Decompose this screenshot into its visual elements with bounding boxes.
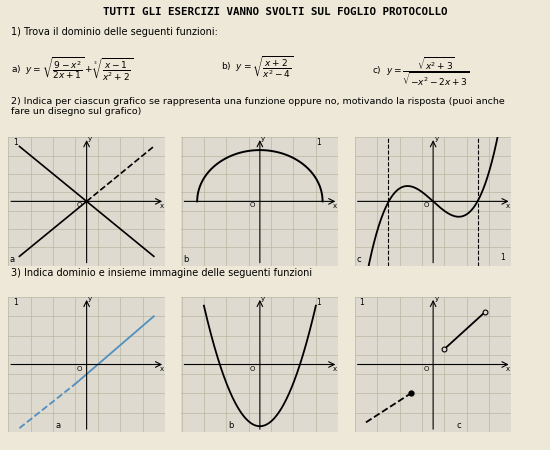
Text: x: x	[160, 203, 164, 209]
Text: O: O	[424, 202, 428, 208]
Text: x: x	[333, 203, 337, 209]
Text: y: y	[434, 136, 438, 142]
Text: TUTTI GLI ESERCIZI VANNO SVOLTI SUL FOGLIO PROTOCOLLO: TUTTI GLI ESERCIZI VANNO SVOLTI SUL FOGL…	[103, 7, 447, 17]
Text: c: c	[356, 255, 361, 264]
Text: c)  $y = \dfrac{\sqrt{x^2+3}}{\sqrt{-x^2-2x+3}}$: c) $y = \dfrac{\sqrt{x^2+3}}{\sqrt{-x^2-…	[372, 55, 470, 88]
Text: O: O	[424, 366, 428, 372]
Text: O: O	[250, 202, 255, 208]
Text: y: y	[88, 136, 92, 142]
Text: b: b	[229, 421, 234, 430]
Text: x: x	[506, 203, 510, 209]
Text: c: c	[456, 421, 461, 430]
Text: 3) Indica dominio e insieme immagine delle seguenti funzioni: 3) Indica dominio e insieme immagine del…	[11, 268, 312, 278]
Text: O: O	[77, 202, 82, 208]
Text: y: y	[434, 296, 438, 302]
Text: 1: 1	[13, 138, 18, 147]
Text: O: O	[77, 366, 82, 372]
Text: O: O	[250, 366, 255, 372]
Text: 1: 1	[316, 298, 321, 307]
Text: a)  $y = \sqrt{\dfrac{9-x^2}{2x+1}} + \sqrt[3]{\dfrac{x-1}{x^2+2}}$: a) $y = \sqrt{\dfrac{9-x^2}{2x+1}} + \sq…	[11, 55, 133, 82]
Text: x: x	[506, 366, 510, 372]
Text: y: y	[261, 136, 265, 142]
Text: b)  $y = \sqrt{\dfrac{x+2}{x^2-4}}$: b) $y = \sqrt{\dfrac{x+2}{x^2-4}}$	[221, 55, 294, 81]
Text: 1: 1	[316, 138, 321, 147]
Text: x: x	[160, 366, 164, 372]
Text: 1: 1	[359, 298, 364, 307]
Text: 1: 1	[500, 253, 505, 262]
Text: b: b	[183, 255, 189, 264]
Text: a: a	[55, 421, 60, 430]
Text: 2) Indica per ciascun grafico se rappresenta una funzione oppure no, motivando l: 2) Indica per ciascun grafico se rappres…	[11, 97, 505, 116]
Text: y: y	[88, 296, 92, 302]
Text: a: a	[10, 255, 15, 264]
Text: y: y	[261, 296, 265, 302]
Text: 1) Trova il dominio delle seguenti funzioni:: 1) Trova il dominio delle seguenti funzi…	[11, 27, 218, 37]
Text: 1: 1	[13, 298, 18, 307]
Text: x: x	[333, 366, 337, 372]
